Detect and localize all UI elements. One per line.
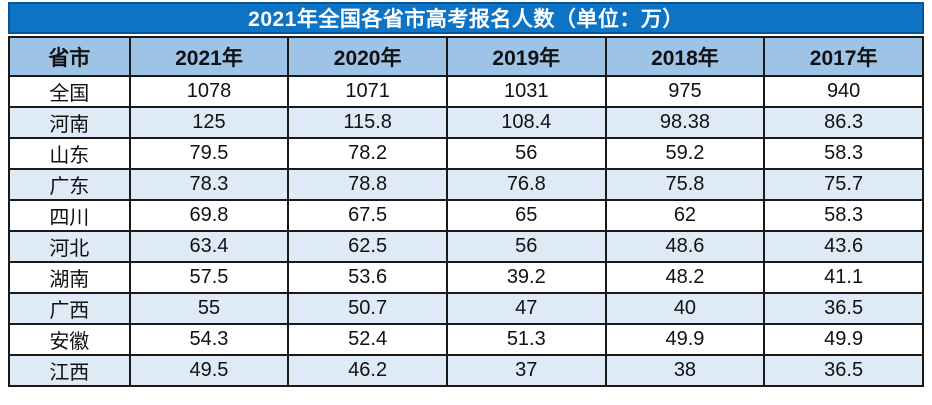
table-cell: 940 xyxy=(763,75,924,108)
column-header-2020: 2020年 xyxy=(287,36,448,77)
table-cell: 975 xyxy=(604,75,766,108)
table-cell: 55 xyxy=(128,292,290,325)
province-cell: 河北 xyxy=(8,230,131,263)
table-cell: 50.7 xyxy=(287,292,448,325)
table-cell: 39.2 xyxy=(445,261,607,294)
table-row: 河南 125 115.8 108.4 98.38 86.3 xyxy=(8,106,924,139)
table-cell: 54.3 xyxy=(128,323,290,356)
table-row: 广西 55 50.7 47 40 36.5 xyxy=(8,292,924,325)
table-row: 河北 63.4 62.5 56 48.6 43.6 xyxy=(8,230,924,263)
table-cell: 65 xyxy=(445,199,607,232)
table-cell: 125 xyxy=(128,106,290,139)
table-cell: 56 xyxy=(445,137,607,170)
table-cell: 63.4 xyxy=(128,230,290,263)
table-row: 山东 79.5 78.2 56 59.2 58.3 xyxy=(8,137,924,170)
table-cell: 52.4 xyxy=(287,323,448,356)
table-cell: 78.2 xyxy=(287,137,448,170)
table-cell: 62 xyxy=(604,199,766,232)
table-row: 广东 78.3 78.8 76.8 75.8 75.7 xyxy=(8,168,924,201)
table-cell: 108.4 xyxy=(445,106,607,139)
table-cell: 48.6 xyxy=(604,230,766,263)
province-cell: 安徽 xyxy=(8,323,131,356)
table-cell: 57.5 xyxy=(128,261,290,294)
table-cell: 98.38 xyxy=(604,106,766,139)
table-cell: 75.7 xyxy=(763,168,924,201)
column-header-2019: 2019年 xyxy=(445,36,607,77)
table-cell: 59.2 xyxy=(604,137,766,170)
table-title: 2021年全国各省市高考报名人数（单位：万） xyxy=(8,2,924,34)
table-row: 全国 1078 1071 1031 975 940 xyxy=(8,75,924,108)
table-cell: 78.8 xyxy=(287,168,448,201)
column-header-2018: 2018年 xyxy=(604,36,766,77)
column-header-province: 省市 xyxy=(8,36,131,77)
province-cell: 全国 xyxy=(8,75,131,108)
column-header-2017: 2017年 xyxy=(763,36,924,77)
table-row: 湖南 57.5 53.6 39.2 48.2 41.1 xyxy=(8,261,924,294)
table-cell: 49.5 xyxy=(128,354,290,387)
province-cell: 江西 xyxy=(8,354,131,387)
table-cell: 75.8 xyxy=(604,168,766,201)
province-cell: 广东 xyxy=(8,168,131,201)
table-cell: 51.3 xyxy=(445,323,607,356)
table-cell: 40 xyxy=(604,292,766,325)
table-cell: 49.9 xyxy=(604,323,766,356)
province-cell: 河南 xyxy=(8,106,131,139)
column-header-2021: 2021年 xyxy=(128,36,290,77)
table-cell: 79.5 xyxy=(128,137,290,170)
table-header-row: 省市 2021年 2020年 2019年 2018年 2017年 xyxy=(8,36,924,77)
province-cell: 四川 xyxy=(8,199,131,232)
table-cell: 78.3 xyxy=(128,168,290,201)
table-cell: 1071 xyxy=(287,75,448,108)
table-cell: 67.5 xyxy=(287,199,448,232)
table-cell: 58.3 xyxy=(763,199,924,232)
table-cell: 47 xyxy=(445,292,607,325)
table-cell: 38 xyxy=(604,354,766,387)
table-cell: 41.1 xyxy=(763,261,924,294)
table-cell: 1078 xyxy=(128,75,290,108)
province-cell: 山东 xyxy=(8,137,131,170)
province-cell: 湖南 xyxy=(8,261,131,294)
table-cell: 43.6 xyxy=(763,230,924,263)
table-cell: 48.2 xyxy=(604,261,766,294)
table-cell: 49.9 xyxy=(763,323,924,356)
table-cell: 69.8 xyxy=(128,199,290,232)
table-cell: 58.3 xyxy=(763,137,924,170)
province-cell: 广西 xyxy=(8,292,131,325)
table-row: 四川 69.8 67.5 65 62 58.3 xyxy=(8,199,924,232)
table-cell: 36.5 xyxy=(763,292,924,325)
table-row: 江西 49.5 46.2 37 38 36.5 xyxy=(8,354,924,387)
table-cell: 115.8 xyxy=(287,106,448,139)
table-cell: 62.5 xyxy=(287,230,448,263)
table-cell: 53.6 xyxy=(287,261,448,294)
table-cell: 56 xyxy=(445,230,607,263)
table-cell: 86.3 xyxy=(763,106,924,139)
table-cell: 76.8 xyxy=(445,168,607,201)
table-cell: 1031 xyxy=(445,75,607,108)
table-row: 安徽 54.3 52.4 51.3 49.9 49.9 xyxy=(8,323,924,356)
exam-registration-table: 省市 2021年 2020年 2019年 2018年 2017年 全国 1078… xyxy=(8,36,924,387)
table-cell: 36.5 xyxy=(763,354,924,387)
table-cell: 46.2 xyxy=(287,354,448,387)
table-cell: 37 xyxy=(445,354,607,387)
